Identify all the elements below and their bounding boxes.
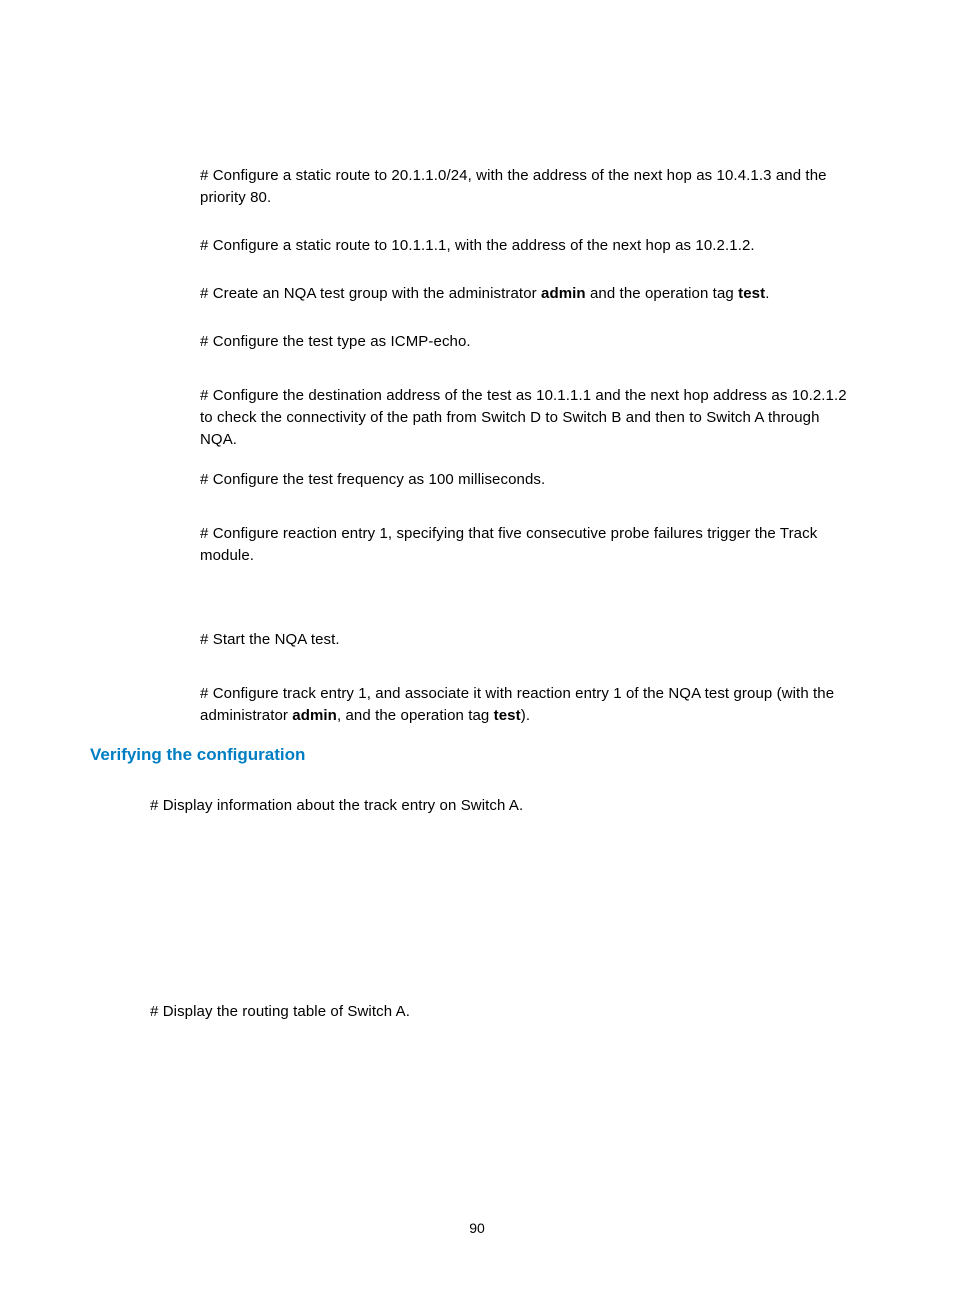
- bold-test: test: [738, 285, 765, 302]
- text-fragment: # Create an NQA test group with the admi…: [200, 285, 541, 302]
- bold-test: test: [494, 707, 521, 724]
- paragraph-display-track: # Display information about the track en…: [150, 795, 860, 817]
- section-heading-verifying: Verifying the configuration: [90, 745, 305, 765]
- paragraph-static-route-1: # Configure a static route to 20.1.1.0/2…: [200, 165, 860, 209]
- text-fragment: and the operation tag: [586, 285, 738, 302]
- content-block: # Display information about the track en…: [150, 780, 860, 837]
- content-block: # Configure the test type as ICMP-echo.: [200, 316, 860, 373]
- content-block: # Start the NQA test.: [200, 614, 860, 671]
- page: # Configure a static route to 20.1.1.0/2…: [0, 0, 954, 1296]
- content-block: # Configure the test frequency as 100 mi…: [200, 454, 860, 511]
- main-content-block: # Configure a static route to 20.1.1.0/2…: [200, 150, 860, 229]
- content-block: # Display the routing table of Switch A.: [150, 986, 860, 1043]
- text-fragment: , and the operation tag: [337, 707, 494, 724]
- paragraph-track-entry: # Configure track entry 1, and associate…: [200, 683, 860, 727]
- paragraph-test-type: # Configure the test type as ICMP-echo.: [200, 331, 860, 353]
- text-fragment: .: [765, 285, 769, 302]
- paragraph-nqa-group: # Create an NQA test group with the admi…: [200, 283, 860, 305]
- content-block: # Configure track entry 1, and associate…: [200, 668, 860, 747]
- bold-admin: admin: [292, 707, 337, 724]
- paragraph-reaction: # Configure reaction entry 1, specifying…: [200, 523, 860, 567]
- page-number: 90: [0, 1220, 954, 1236]
- paragraph-frequency: # Configure the test frequency as 100 mi…: [200, 469, 860, 491]
- paragraph-static-route-2: # Configure a static route to 10.1.1.1, …: [200, 235, 860, 257]
- paragraph-display-routing: # Display the routing table of Switch A.: [150, 1001, 860, 1023]
- paragraph-start-test: # Start the NQA test.: [200, 629, 860, 651]
- content-block: # Configure reaction entry 1, specifying…: [200, 508, 860, 587]
- text-fragment: ).: [521, 707, 530, 724]
- paragraph-destination: # Configure the destination address of t…: [200, 385, 860, 450]
- bold-admin: admin: [541, 285, 586, 302]
